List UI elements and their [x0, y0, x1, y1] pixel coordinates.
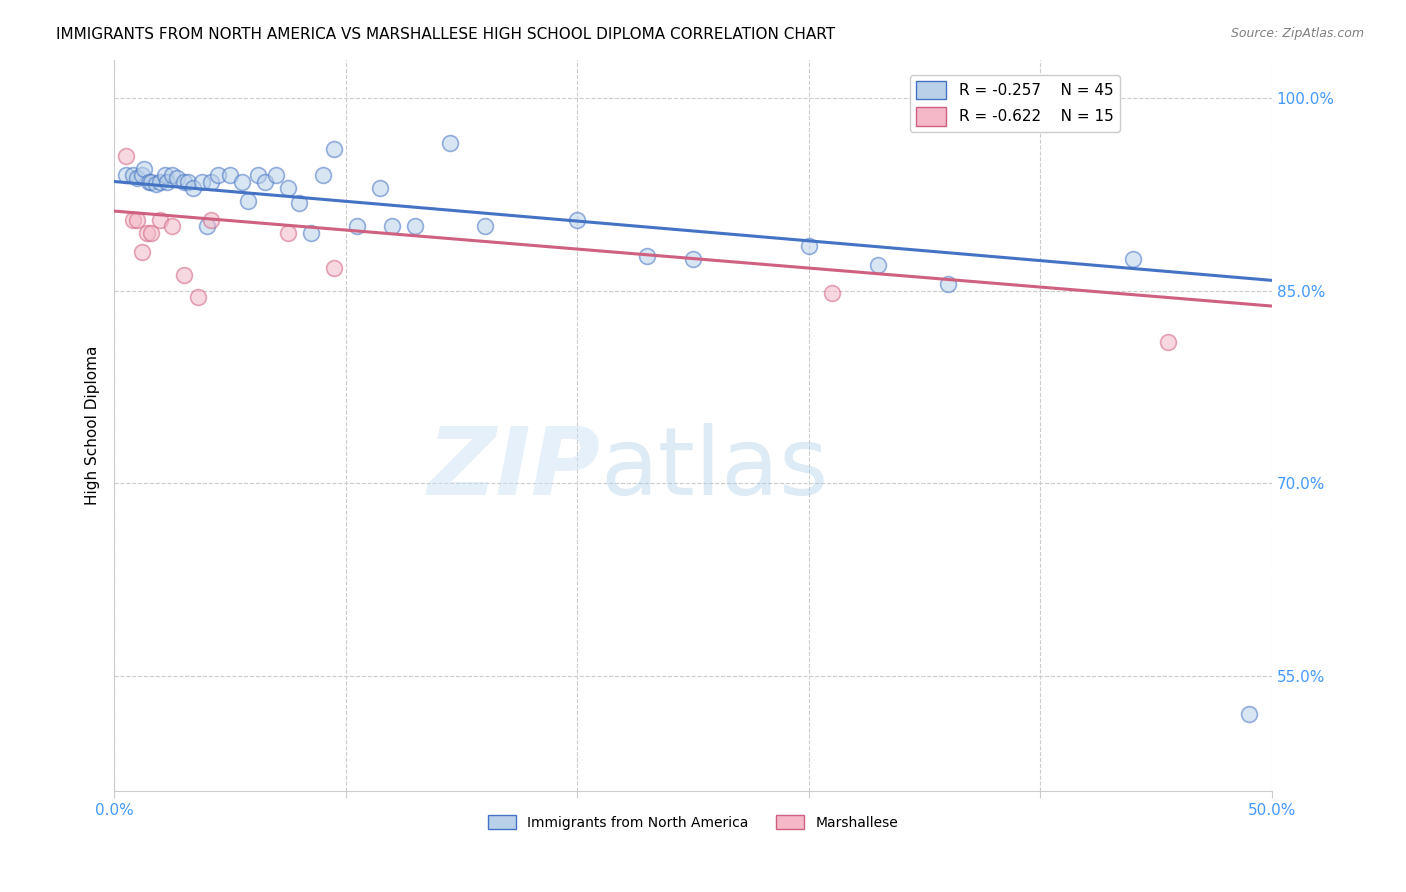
Point — [439, 136, 461, 150]
Point — [127, 213, 149, 227]
Point — [207, 168, 229, 182]
Point — [936, 277, 959, 292]
Point — [821, 286, 844, 301]
Point — [868, 258, 890, 272]
Point — [187, 290, 209, 304]
Point — [246, 168, 269, 182]
Point — [121, 213, 143, 227]
Point — [288, 196, 311, 211]
Point — [370, 181, 392, 195]
Text: IMMIGRANTS FROM NORTH AMERICA VS MARSHALLESE HIGH SCHOOL DIPLOMA CORRELATION CHA: IMMIGRANTS FROM NORTH AMERICA VS MARSHAL… — [56, 27, 835, 42]
Point — [1122, 252, 1144, 266]
Y-axis label: High School Diploma: High School Diploma — [86, 346, 100, 505]
Legend: Immigrants from North America, Marshallese: Immigrants from North America, Marshalle… — [482, 810, 904, 836]
Point — [149, 175, 172, 189]
Point — [346, 219, 368, 234]
Point — [323, 143, 346, 157]
Point — [160, 219, 183, 234]
Point — [166, 170, 188, 185]
Point — [134, 161, 156, 176]
Point — [160, 168, 183, 182]
Point — [145, 177, 167, 191]
Point — [138, 175, 160, 189]
Point — [253, 175, 276, 189]
Point — [173, 175, 195, 189]
Point — [153, 168, 176, 182]
Point — [135, 226, 157, 240]
Point — [219, 168, 242, 182]
Point — [131, 168, 153, 182]
Point — [141, 226, 163, 240]
Point — [127, 170, 149, 185]
Point — [797, 238, 820, 252]
Point — [195, 219, 218, 234]
Point — [149, 213, 172, 227]
Point — [156, 175, 179, 189]
Point — [474, 219, 496, 234]
Point — [1237, 707, 1260, 722]
Point — [238, 194, 260, 208]
Point — [682, 252, 704, 266]
Text: atlas: atlas — [600, 424, 828, 516]
Point — [311, 168, 333, 182]
Point — [200, 175, 222, 189]
Point — [299, 226, 322, 240]
Point — [1157, 334, 1180, 349]
Point — [181, 181, 204, 195]
Point — [131, 245, 153, 260]
Point — [114, 149, 136, 163]
Point — [277, 181, 299, 195]
Point — [567, 213, 589, 227]
Point — [141, 175, 163, 189]
Point — [177, 175, 200, 189]
Point — [173, 268, 195, 283]
Point — [191, 175, 214, 189]
Point — [404, 219, 426, 234]
Point — [231, 175, 253, 189]
Point — [121, 168, 143, 182]
Point — [114, 168, 136, 182]
Point — [636, 249, 658, 263]
Point — [264, 168, 287, 182]
Text: Source: ZipAtlas.com: Source: ZipAtlas.com — [1230, 27, 1364, 40]
Point — [323, 260, 346, 275]
Point — [200, 213, 222, 227]
Text: ZIP: ZIP — [427, 424, 600, 516]
Point — [277, 226, 299, 240]
Point — [381, 219, 404, 234]
